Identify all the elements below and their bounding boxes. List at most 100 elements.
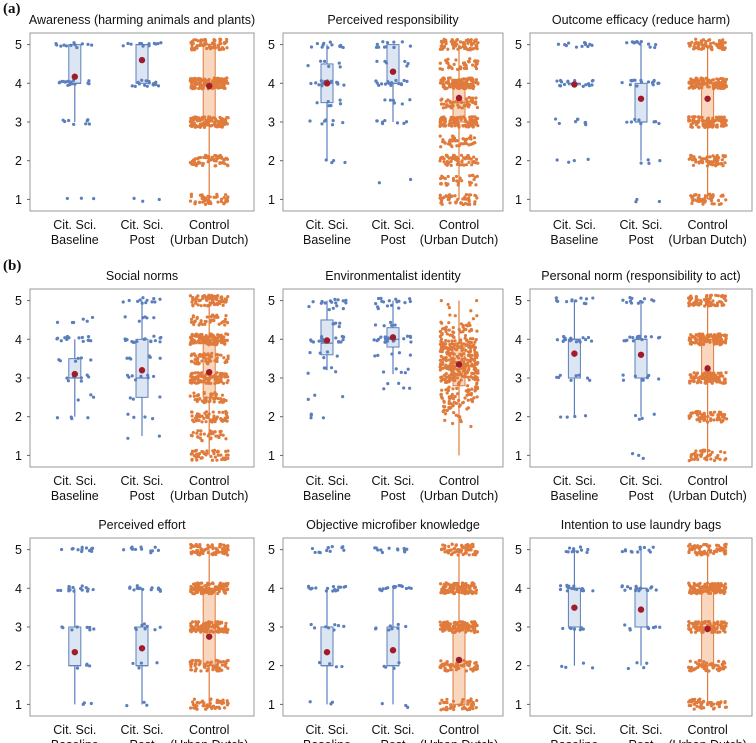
data-point (724, 198, 728, 202)
data-point (455, 376, 459, 380)
data-point (224, 314, 228, 318)
data-point (445, 697, 449, 701)
data-point (90, 315, 95, 320)
data-point (704, 381, 708, 385)
data-point (193, 117, 197, 121)
data-point (691, 699, 695, 703)
data-point (639, 161, 643, 165)
data-point (723, 294, 728, 298)
data-point (717, 202, 722, 207)
data-point (443, 346, 447, 350)
data-point (327, 64, 331, 68)
data-point (467, 180, 472, 184)
data-point (152, 316, 156, 320)
data-point (464, 551, 468, 555)
data-point (226, 658, 230, 663)
data-point (645, 588, 649, 592)
data-point (555, 338, 560, 342)
data-point (384, 61, 389, 65)
data-point (66, 379, 70, 383)
data-point (403, 301, 407, 305)
data-point (689, 125, 693, 129)
data-point (202, 155, 206, 160)
data-points (438, 299, 480, 429)
data-point (701, 38, 706, 42)
mean-marker (455, 94, 463, 102)
data-point (200, 163, 205, 168)
data-point (215, 301, 219, 306)
data-point (445, 662, 449, 666)
data-point (465, 660, 469, 664)
data-point (440, 321, 444, 325)
data-point (467, 160, 471, 164)
iqr-box (68, 626, 82, 667)
data-point (217, 335, 222, 339)
data-point (394, 297, 398, 301)
data-point (712, 410, 717, 414)
data-point (67, 118, 71, 123)
data-point (195, 46, 199, 50)
data-point (146, 373, 150, 377)
category-label-line2: (Urban Dutch) (420, 233, 499, 247)
data-point (193, 664, 197, 668)
data-point (219, 380, 223, 384)
data-point (470, 86, 474, 90)
data-point (703, 200, 707, 204)
data-point (702, 666, 706, 670)
data-point (194, 163, 198, 167)
y-tick-label: 5 (268, 38, 275, 52)
data-point (203, 202, 208, 206)
data-point (657, 121, 661, 126)
data-point (339, 340, 343, 344)
iqr-box (701, 82, 715, 123)
data-point (657, 199, 661, 204)
data-point (555, 79, 559, 83)
data-point (444, 181, 448, 185)
category-label-line1: Cit. Sci. (120, 474, 163, 488)
data-point (196, 160, 201, 164)
data-point (709, 293, 713, 298)
data-point (463, 85, 467, 90)
data-point (219, 47, 223, 51)
data-point (194, 658, 198, 663)
data-point (150, 549, 155, 553)
data-point (451, 699, 456, 703)
data-point (700, 157, 704, 161)
data-point (623, 623, 627, 627)
data-point (719, 450, 723, 454)
mean-marker (138, 56, 146, 64)
data-point (444, 338, 448, 343)
data-point (640, 338, 644, 342)
data-point (647, 548, 651, 552)
data-point (341, 307, 345, 311)
data-point (202, 701, 206, 705)
data-point (194, 354, 198, 358)
data-point (714, 118, 718, 123)
data-point (214, 417, 218, 421)
data-point (715, 456, 719, 460)
data-point (202, 116, 206, 120)
data-point (695, 79, 699, 83)
data-point (331, 119, 335, 123)
data-point (440, 396, 444, 400)
data-point (450, 421, 455, 426)
data-point (438, 368, 442, 372)
data-point (688, 703, 692, 708)
data-point (455, 621, 460, 625)
category-label-line2: Baseline (303, 233, 351, 247)
data-point (708, 453, 713, 457)
data-point (197, 125, 201, 129)
data-point (465, 591, 469, 595)
data-point (188, 294, 193, 298)
data-point (214, 550, 218, 555)
mean-marker (206, 82, 213, 90)
data-point (145, 624, 149, 628)
data-point (468, 660, 472, 664)
data-point (76, 548, 80, 552)
data-point (557, 121, 561, 126)
data-point (374, 546, 378, 550)
data-point (60, 625, 64, 629)
data-point (466, 368, 471, 372)
data-point (332, 628, 336, 632)
data-point (470, 371, 474, 375)
